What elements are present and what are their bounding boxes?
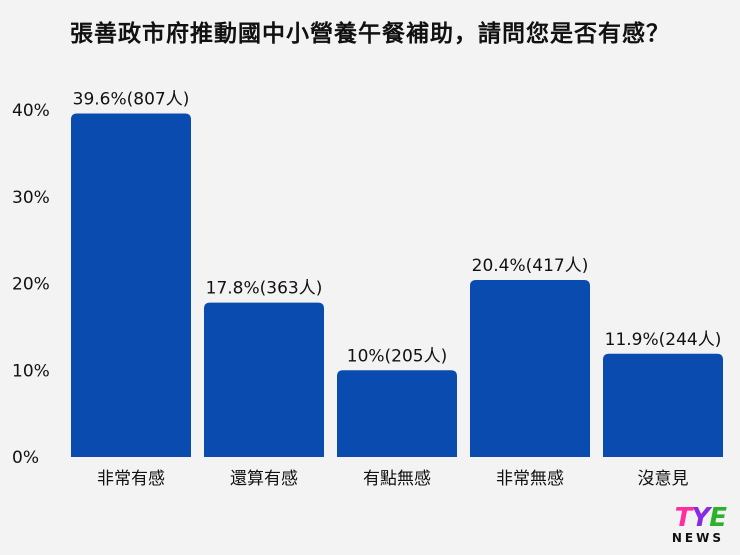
y-axis: 0% 10% 20% 30% 40%: [12, 101, 50, 468]
y-tick-label: 10%: [12, 361, 50, 381]
y-tick-label: 30%: [12, 188, 50, 208]
y-tick-label: 40%: [12, 101, 50, 121]
bars: [71, 113, 723, 457]
bar: [337, 370, 457, 457]
logo-brand: TYE: [674, 503, 727, 533]
chart-title: 張善政市府推動國中小營養午餐補助，請問您是否有感？: [70, 21, 670, 47]
bar: [470, 280, 590, 457]
x-tick-label: 還算有感: [230, 469, 298, 489]
logo-news: NEWS: [671, 531, 724, 545]
data-label: 20.4%(417人): [472, 256, 589, 276]
x-axis: 非常有感 還算有感 有點無感 非常無感 沒意見: [97, 469, 689, 489]
x-tick-label: 非常有感: [97, 469, 165, 489]
x-tick-label: 沒意見: [638, 469, 689, 489]
bar: [71, 113, 191, 457]
bar: [204, 302, 324, 457]
y-tick-label: 20%: [12, 275, 50, 295]
x-tick-label: 非常無感: [496, 469, 564, 489]
tye-news-logo: TYE NEWS: [660, 503, 727, 549]
y-tick-label: 0%: [12, 448, 39, 468]
bar: [603, 353, 723, 457]
x-tick-label: 有點無感: [363, 469, 431, 489]
data-label: 39.6%(807人): [73, 89, 190, 109]
data-label: 10%(205人): [347, 346, 448, 366]
data-labels: 39.6%(807人) 17.8%(363人) 10%(205人) 20.4%(417…: [73, 89, 722, 366]
data-label: 17.8%(363人): [206, 279, 323, 299]
data-label: 11.9%(244人): [605, 330, 722, 350]
